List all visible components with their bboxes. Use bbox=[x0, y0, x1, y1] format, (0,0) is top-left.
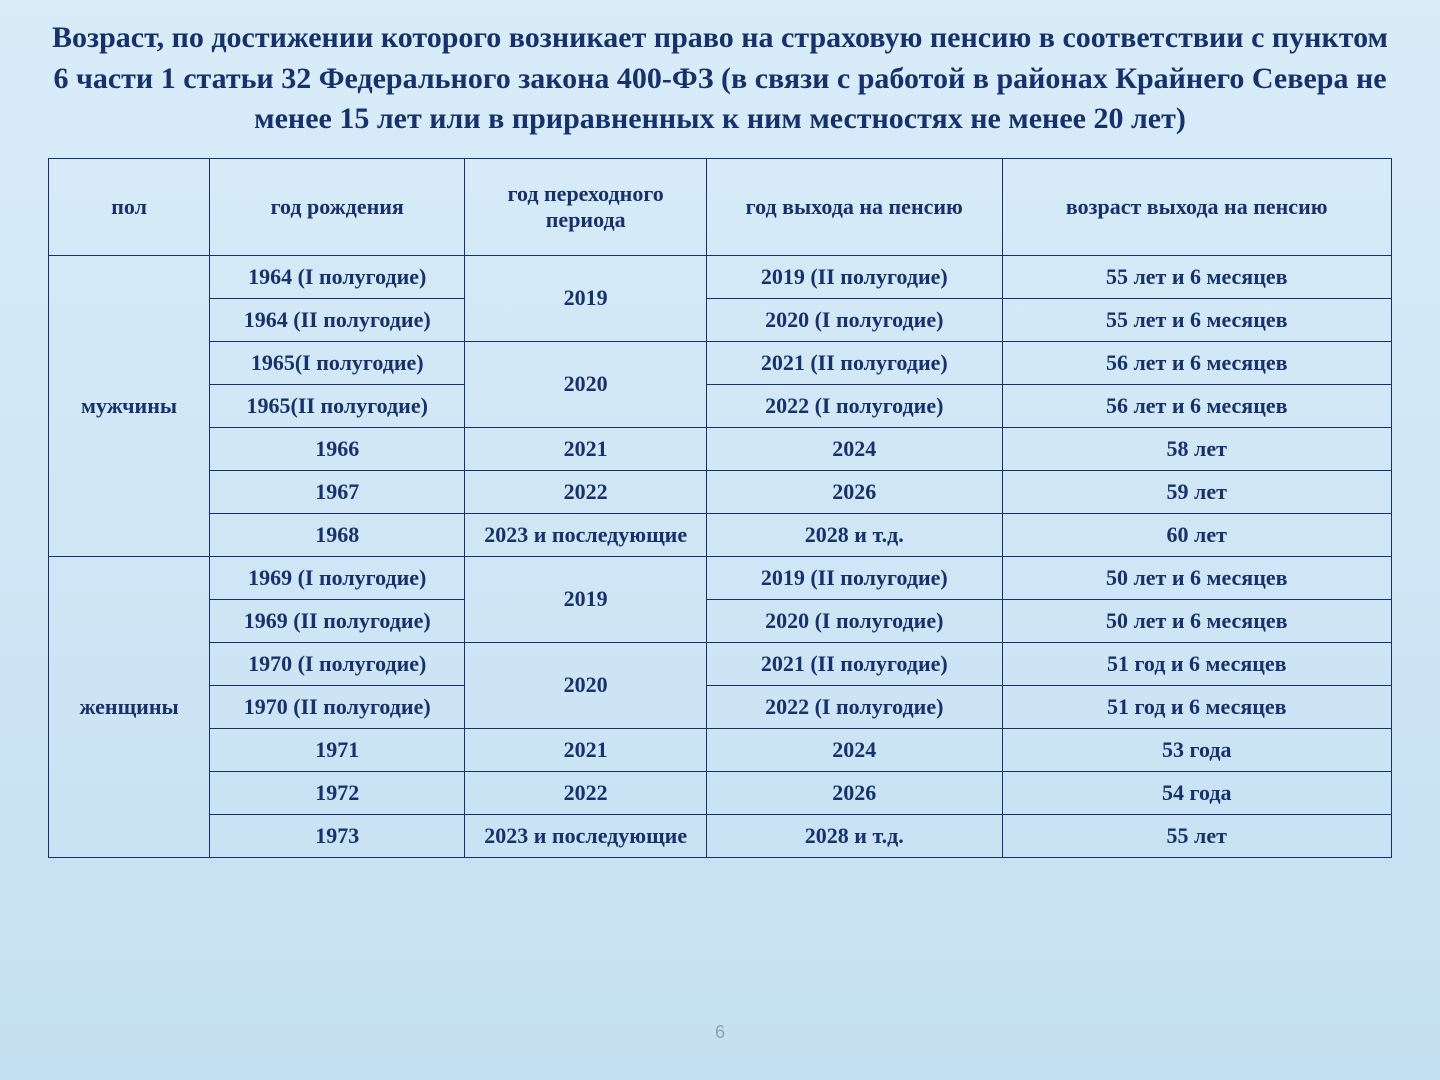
cell-birth: 1969 (II полугодие) bbox=[210, 599, 465, 642]
table-row: 1969 (II полугодие) 2020 (I полугодие) 5… bbox=[49, 599, 1392, 642]
table-row: 1970 (I полугодие) 2020 2021 (II полугод… bbox=[49, 642, 1392, 685]
cell-transition: 2020 bbox=[465, 341, 707, 427]
cell-transition: 2023 и последующие bbox=[465, 814, 707, 857]
col-header-retirement: год выхода на пенсию bbox=[707, 158, 1002, 255]
cell-age: 60 лет bbox=[1002, 513, 1392, 556]
table-row: женщины 1969 (I полугодие) 2019 2019 (II… bbox=[49, 556, 1392, 599]
cell-age: 53 года bbox=[1002, 728, 1392, 771]
cell-retire: 2026 bbox=[707, 470, 1002, 513]
cell-birth: 1970 (I полугодие) bbox=[210, 642, 465, 685]
cell-age: 59 лет bbox=[1002, 470, 1392, 513]
cell-age: 56 лет и 6 месяцев bbox=[1002, 384, 1392, 427]
cell-retire: 2028 и т.д. bbox=[707, 814, 1002, 857]
table-row: 1964 (II полугодие) 2020 (I полугодие) 5… bbox=[49, 298, 1392, 341]
cell-birth: 1967 bbox=[210, 470, 465, 513]
cell-retire: 2028 и т.д. bbox=[707, 513, 1002, 556]
table-row: 1970 (II полугодие) 2022 (I полугодие) 5… bbox=[49, 685, 1392, 728]
cell-transition: 2019 bbox=[465, 556, 707, 642]
page-number: 6 bbox=[0, 1022, 1440, 1043]
cell-transition: 2020 bbox=[465, 642, 707, 728]
gender-women: женщины bbox=[49, 556, 210, 857]
cell-age: 56 лет и 6 месяцев bbox=[1002, 341, 1392, 384]
cell-retire: 2019 (II полугодие) bbox=[707, 556, 1002, 599]
gender-men: мужчины bbox=[49, 255, 210, 556]
cell-birth: 1964 (I полугодие) bbox=[210, 255, 465, 298]
table-row: 1967 2022 2026 59 лет bbox=[49, 470, 1392, 513]
col-header-age: возраст выхода на пенсию bbox=[1002, 158, 1392, 255]
table-header-row: пол год рождения год переходного периода… bbox=[49, 158, 1392, 255]
cell-retire: 2024 bbox=[707, 427, 1002, 470]
cell-birth: 1966 bbox=[210, 427, 465, 470]
cell-transition: 2021 bbox=[465, 427, 707, 470]
cell-retire: 2026 bbox=[707, 771, 1002, 814]
cell-birth: 1972 bbox=[210, 771, 465, 814]
cell-age: 54 года bbox=[1002, 771, 1392, 814]
cell-birth: 1964 (II полугодие) bbox=[210, 298, 465, 341]
cell-age: 55 лет и 6 месяцев bbox=[1002, 298, 1392, 341]
cell-retire: 2021 (II полугодие) bbox=[707, 341, 1002, 384]
pension-table: пол год рождения год переходного периода… bbox=[48, 158, 1392, 858]
table-row: 1973 2023 и последующие 2028 и т.д. 55 л… bbox=[49, 814, 1392, 857]
cell-birth: 1965(I полугодие) bbox=[210, 341, 465, 384]
cell-birth: 1968 bbox=[210, 513, 465, 556]
cell-transition: 2023 и последующие bbox=[465, 513, 707, 556]
cell-transition: 2022 bbox=[465, 470, 707, 513]
table-row: мужчины 1964 (I полугодие) 2019 2019 (II… bbox=[49, 255, 1392, 298]
cell-age: 55 лет и 6 месяцев bbox=[1002, 255, 1392, 298]
cell-age: 51 год и 6 месяцев bbox=[1002, 685, 1392, 728]
cell-transition: 2021 bbox=[465, 728, 707, 771]
col-header-birth-year: год рождения bbox=[210, 158, 465, 255]
page-title: Возраст, по достижении которого возникае… bbox=[48, 18, 1392, 140]
col-header-gender: пол bbox=[49, 158, 210, 255]
table-row: 1965(II полугодие) 2022 (I полугодие) 56… bbox=[49, 384, 1392, 427]
cell-birth: 1971 bbox=[210, 728, 465, 771]
table-row: 1966 2021 2024 58 лет bbox=[49, 427, 1392, 470]
table-row: 1968 2023 и последующие 2028 и т.д. 60 л… bbox=[49, 513, 1392, 556]
cell-age: 58 лет bbox=[1002, 427, 1392, 470]
cell-retire: 2022 (I полугодие) bbox=[707, 685, 1002, 728]
cell-age: 51 год и 6 месяцев bbox=[1002, 642, 1392, 685]
cell-age: 55 лет bbox=[1002, 814, 1392, 857]
cell-birth: 1973 bbox=[210, 814, 465, 857]
col-header-transition: год переходного периода bbox=[465, 158, 707, 255]
cell-transition: 2022 bbox=[465, 771, 707, 814]
cell-age: 50 лет и 6 месяцев bbox=[1002, 599, 1392, 642]
cell-birth: 1965(II полугодие) bbox=[210, 384, 465, 427]
cell-birth: 1969 (I полугодие) bbox=[210, 556, 465, 599]
cell-retire: 2022 (I полугодие) bbox=[707, 384, 1002, 427]
table-row: 1965(I полугодие) 2020 2021 (II полугоди… bbox=[49, 341, 1392, 384]
cell-age: 50 лет и 6 месяцев bbox=[1002, 556, 1392, 599]
cell-retire: 2019 (II полугодие) bbox=[707, 255, 1002, 298]
table-row: 1971 2021 2024 53 года bbox=[49, 728, 1392, 771]
cell-transition: 2019 bbox=[465, 255, 707, 341]
cell-retire: 2020 (I полугодие) bbox=[707, 298, 1002, 341]
cell-retire: 2020 (I полугодие) bbox=[707, 599, 1002, 642]
cell-birth: 1970 (II полугодие) bbox=[210, 685, 465, 728]
cell-retire: 2024 bbox=[707, 728, 1002, 771]
table-row: 1972 2022 2026 54 года bbox=[49, 771, 1392, 814]
cell-retire: 2021 (II полугодие) bbox=[707, 642, 1002, 685]
